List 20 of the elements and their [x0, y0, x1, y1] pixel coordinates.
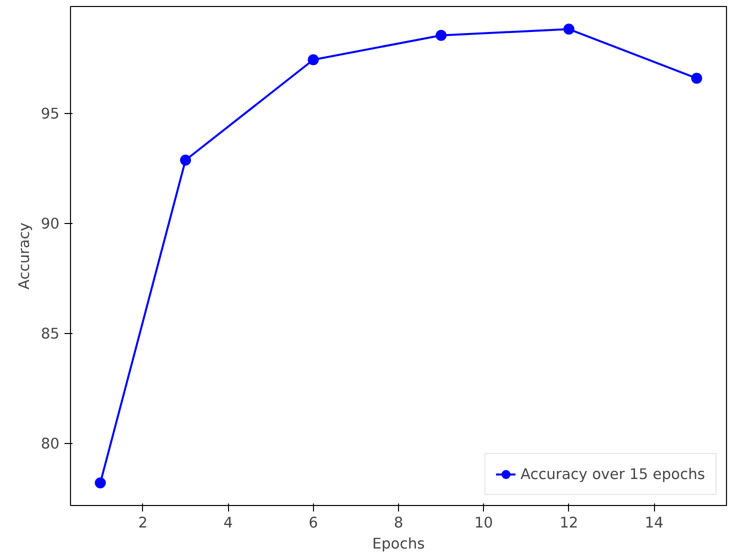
point	[436, 30, 447, 41]
x-tick-label: 6	[308, 514, 318, 532]
y-tick-label: 95	[40, 106, 60, 123]
y-tick-label: 80	[40, 436, 60, 453]
x-axis-title: Epochs	[372, 536, 425, 552]
x-tick-label: 10	[474, 514, 494, 532]
x-tick-label: 4	[223, 514, 233, 532]
point	[94, 477, 106, 488]
x-tick-label: 14	[644, 514, 664, 532]
point	[563, 24, 574, 35]
x-tick-label: 12	[560, 514, 578, 532]
point	[691, 72, 702, 84]
y-tick-label: 85	[40, 326, 60, 343]
legend-label: Accuracy over 15 epochs	[520, 466, 705, 482]
point	[180, 154, 192, 166]
x-tick-label: 2	[138, 514, 148, 532]
y-tick-label: 90	[40, 216, 60, 233]
point	[308, 54, 319, 66]
y-axis-title: Accuracy	[16, 222, 33, 290]
x-tick-label: 8	[394, 514, 404, 532]
